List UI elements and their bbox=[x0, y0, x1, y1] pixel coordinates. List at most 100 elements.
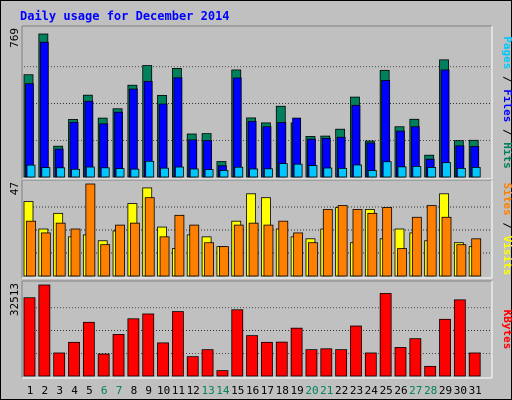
bar-kbytes-day-19 bbox=[290, 327, 303, 377]
x-label-day-20: 20 bbox=[305, 384, 318, 397]
bar-files-day-10 bbox=[158, 103, 168, 178]
panel-visits-sites: 47 Sites / Visits bbox=[8, 179, 512, 279]
bar-sites-day-23 bbox=[352, 209, 363, 277]
series-legend-title: KBytes bbox=[501, 310, 512, 350]
bar-files-day-5 bbox=[84, 100, 94, 178]
bar-sites-day-31 bbox=[471, 238, 482, 277]
y-max-label: 47 bbox=[8, 182, 21, 195]
legend-part: Hits bbox=[501, 142, 512, 169]
bar-kbytes-day-17 bbox=[261, 341, 273, 377]
bar-kbytes-day-21 bbox=[320, 348, 333, 377]
bar-pages-day-23 bbox=[353, 164, 362, 178]
bar-pages-day-31 bbox=[471, 167, 481, 178]
bar-pages-day-2 bbox=[41, 167, 51, 178]
x-label-day-13: 13 bbox=[201, 384, 214, 397]
legend-part: Visits bbox=[501, 236, 512, 276]
chart-panels: 769 Pages / Files / Hits 47 Sites / Visits 3… bbox=[8, 25, 512, 379]
bar-pages-day-27 bbox=[412, 166, 422, 178]
x-label-day-10: 10 bbox=[157, 384, 170, 397]
x-label-day-27: 27 bbox=[409, 384, 422, 397]
bar-pages-day-4 bbox=[71, 168, 80, 178]
bar-pages-day-30 bbox=[456, 167, 466, 178]
bar-sites-day-18 bbox=[278, 220, 289, 277]
x-label-day-5: 5 bbox=[86, 384, 93, 397]
bar-sites-day-6 bbox=[100, 244, 111, 277]
bar-sites-day-9 bbox=[144, 197, 155, 277]
bar-sites-day-26 bbox=[397, 248, 407, 277]
bar-kbytes-day-4 bbox=[68, 341, 80, 377]
bar-pages-day-9 bbox=[145, 160, 155, 178]
bar-kbytes-day-24 bbox=[364, 352, 377, 377]
bar-sites-day-11 bbox=[174, 214, 185, 277]
bar-sites-day-17 bbox=[263, 224, 274, 277]
bar-kbytes-day-20 bbox=[305, 349, 318, 377]
x-label-day-1: 1 bbox=[27, 384, 34, 397]
bar-sites-day-20 bbox=[308, 242, 318, 277]
legend-part: / bbox=[501, 69, 512, 89]
bar-files-day-11 bbox=[173, 77, 183, 178]
bar-files-day-29 bbox=[440, 69, 450, 178]
bar-kbytes-day-3 bbox=[53, 352, 66, 377]
bar-files-day-15 bbox=[232, 77, 242, 178]
x-label-day-28: 28 bbox=[424, 384, 437, 397]
bar-sites-day-24 bbox=[367, 212, 378, 277]
bar-kbytes-day-6 bbox=[97, 353, 110, 377]
bar-sites-day-8 bbox=[129, 222, 140, 277]
bar-sites-day-3 bbox=[55, 222, 66, 277]
bar-kbytes-day-1 bbox=[23, 297, 36, 377]
bar-kbytes-day-28 bbox=[424, 365, 437, 377]
bar-sites-day-25 bbox=[382, 207, 393, 277]
bar-sites-day-29 bbox=[441, 216, 452, 277]
bar-pages-day-18 bbox=[278, 163, 288, 178]
x-axis-labels: 1 2 3 4 5 6 7 8 9 10 11 12 13 14 15 16 17 18 19 20 21 22 23 24 2… bbox=[27, 384, 482, 397]
bar-sites-day-10 bbox=[159, 236, 170, 277]
x-label-day-30: 30 bbox=[454, 384, 467, 397]
bar-kbytes-day-25 bbox=[379, 293, 392, 377]
x-label-day-29: 29 bbox=[439, 384, 452, 397]
chart-title: Daily usage for December 2014 bbox=[20, 9, 230, 23]
bar-sites-day-15 bbox=[233, 224, 244, 277]
bar-sites-day-7 bbox=[115, 224, 125, 277]
x-label-day-18: 18 bbox=[276, 384, 289, 397]
bar-kbytes-day-16 bbox=[246, 335, 259, 377]
x-label-day-23: 23 bbox=[350, 384, 363, 397]
bar-sites-day-28 bbox=[426, 205, 437, 277]
bar-pages-day-6 bbox=[100, 167, 110, 178]
x-label-day-12: 12 bbox=[187, 384, 200, 397]
bar-kbytes-day-29 bbox=[439, 318, 451, 377]
bar-kbytes-day-26 bbox=[394, 347, 407, 377]
bar-sites-day-4 bbox=[70, 228, 81, 277]
bar-pages-day-13 bbox=[204, 169, 214, 178]
legend-part: / bbox=[501, 122, 512, 142]
panel-hits-files-pages: 769 Pages / Files / Hits bbox=[8, 25, 512, 180]
bar-kbytes-day-12 bbox=[186, 356, 199, 377]
legend-part: / bbox=[501, 216, 512, 236]
bar-pages-day-20 bbox=[308, 165, 318, 178]
legend-part: KBytes bbox=[501, 310, 512, 350]
bar-kbytes-day-9 bbox=[142, 313, 155, 377]
bar-kbytes-day-8 bbox=[127, 318, 140, 377]
x-label-day-21: 21 bbox=[320, 384, 333, 397]
bar-sites-day-13 bbox=[204, 242, 214, 277]
bar-sites-day-1 bbox=[26, 220, 36, 277]
bar-kbytes-day-30 bbox=[453, 299, 466, 377]
x-label-day-7: 7 bbox=[116, 384, 123, 397]
bar-pages-day-7 bbox=[115, 168, 125, 178]
x-label-day-3: 3 bbox=[56, 384, 63, 397]
bar-pages-day-25 bbox=[382, 161, 392, 178]
x-label-day-16: 16 bbox=[246, 384, 259, 397]
x-label-day-9: 9 bbox=[145, 384, 152, 397]
bar-pages-day-12 bbox=[189, 168, 199, 178]
bar-pages-day-5 bbox=[85, 166, 95, 178]
bar-kbytes-day-14 bbox=[216, 370, 229, 377]
bar-sites-day-14 bbox=[219, 246, 229, 277]
legend-part: Files bbox=[501, 89, 512, 122]
bar-kbytes-day-31 bbox=[468, 352, 481, 377]
bar-kbytes-day-22 bbox=[335, 349, 348, 377]
bar-sites-day-22 bbox=[337, 205, 348, 277]
bar-sites-day-19 bbox=[293, 232, 304, 277]
x-label-day-2: 2 bbox=[41, 384, 48, 397]
x-label-day-15: 15 bbox=[231, 384, 244, 397]
x-label-day-25: 25 bbox=[380, 384, 393, 397]
